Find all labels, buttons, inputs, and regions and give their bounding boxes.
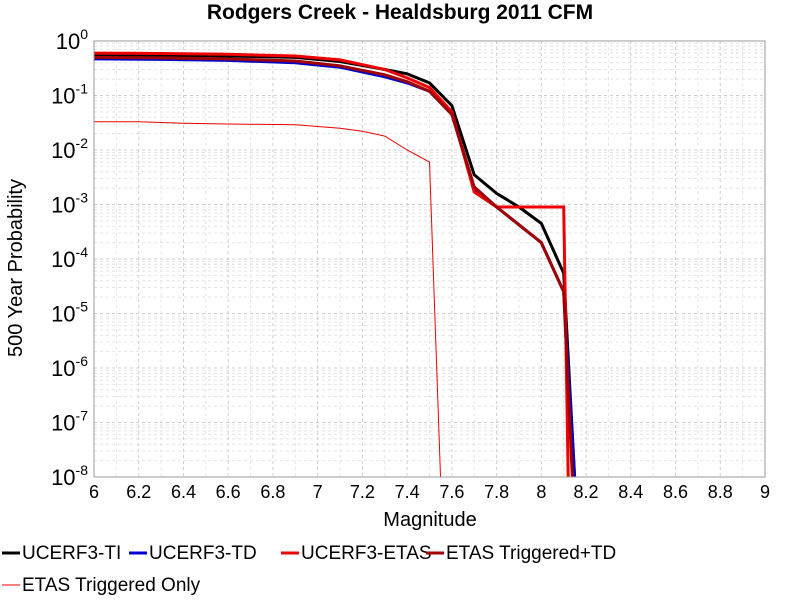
x-tick-label: 6 <box>89 482 99 502</box>
x-tick-label: 8.2 <box>574 482 599 502</box>
y-tick-label: 10-2 <box>51 135 88 163</box>
x-tick-label: 9 <box>760 482 770 502</box>
x-tick-label: 6.6 <box>216 482 241 502</box>
plot-frame <box>93 40 766 478</box>
legend: UCERF3-TI UCERF3-TD UCERF3-ETAS ETAS Trigge… <box>2 543 616 596</box>
grid <box>93 41 766 478</box>
x-tick-label: 7.2 <box>350 482 375 502</box>
x-tick-label: 6.2 <box>126 482 151 502</box>
y-tick-label: 10-5 <box>51 299 88 327</box>
x-tick-labels: 6 6.2 6.4 6.6 6.8 7 7.2 7.4 7.6 7.8 8 8.2 8.4 8.6 8.8 9 <box>89 482 770 502</box>
legend-label-2: UCERF3-ETAS <box>301 543 432 564</box>
x-tick-label: 8.4 <box>618 482 643 502</box>
series-line-0 <box>94 53 577 477</box>
series-layer <box>94 51 577 477</box>
x-tick-label: 8.8 <box>708 482 733 502</box>
y-tick-label: 10-4 <box>51 244 88 272</box>
y-tick-label: 100 <box>56 26 88 54</box>
y-tick-labels: 100 10-1 10-2 10-3 10-4 10-5 10-6 10-7 10-8 <box>51 26 88 490</box>
x-tick-label: 7.6 <box>439 482 464 502</box>
y-tick-label: 10-1 <box>51 81 88 109</box>
x-tick-label: 8.6 <box>663 482 688 502</box>
x-tick-label: 7.4 <box>395 482 420 502</box>
y-axis-label: 500 Year Probability <box>5 179 27 357</box>
legend-label-3: ETAS Triggered+TD <box>446 543 616 564</box>
x-tick-label: 6.8 <box>260 482 285 502</box>
x-axis-label: Magnitude <box>383 509 476 531</box>
y-tick-label: 10-8 <box>51 462 88 490</box>
x-tick-label: 7 <box>313 482 323 502</box>
legend-label-4: ETAS Triggered Only <box>22 575 201 596</box>
series-line-4 <box>94 121 442 477</box>
y-tick-label: 10-7 <box>51 408 88 436</box>
x-tick-label: 6.4 <box>171 482 196 502</box>
y-tick-label: 10-6 <box>51 353 88 381</box>
legend-label-1: UCERF3-TD <box>149 543 257 564</box>
y-tick-label: 10-3 <box>51 190 88 218</box>
series-line-3 <box>94 55 574 477</box>
x-tick-label: 8 <box>536 482 546 502</box>
x-tick-label: 7.8 <box>484 482 509 502</box>
legend-label-0: UCERF3-TI <box>22 543 121 564</box>
chart-title: Rodgers Creek - Healdsburg 2011 CFM <box>207 1 593 24</box>
